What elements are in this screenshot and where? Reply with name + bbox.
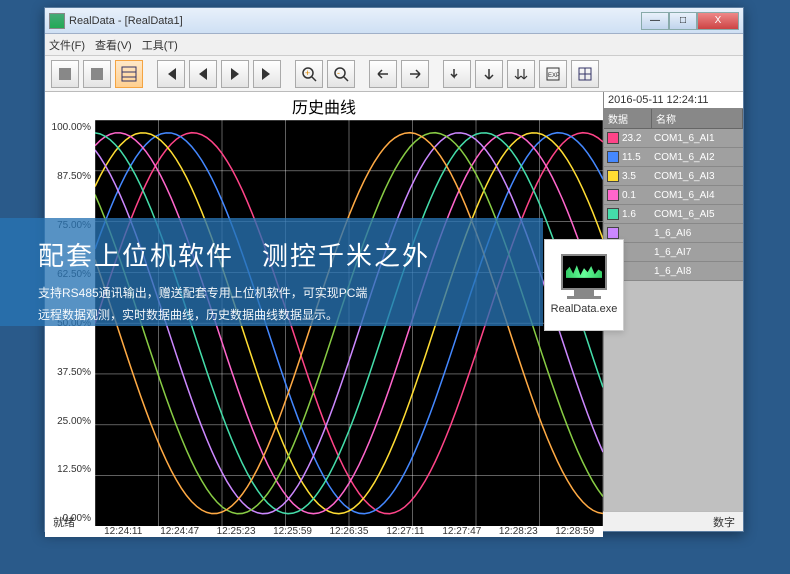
- legend-row[interactable]: 1_6_AI7: [604, 243, 743, 262]
- legend-row[interactable]: 1_6_AI6: [604, 224, 743, 243]
- legend-name: 1_6_AI6: [654, 228, 743, 239]
- banner-heading: 配套上位机软件 测控千米之外: [38, 236, 505, 273]
- legend-timestamp: 2016-05-11 12:24:11: [604, 92, 743, 109]
- zoom-in[interactable]: +: [295, 60, 323, 88]
- arrow-down-turn[interactable]: [443, 60, 471, 88]
- legend-name: COM1_6_AI4: [654, 190, 743, 201]
- legend-name: 1_6_AI8: [654, 266, 743, 277]
- app-icon: [49, 13, 65, 29]
- tool-grid[interactable]: [115, 60, 143, 88]
- svg-text:+: +: [305, 68, 310, 78]
- legend-row[interactable]: 0.1COM1_6_AI4: [604, 186, 743, 205]
- legend-value: 1.6: [622, 209, 654, 220]
- status-left: 就绪: [53, 514, 75, 530]
- legend-name: COM1_6_AI2: [654, 152, 743, 163]
- color-swatch: [607, 227, 619, 239]
- maximize-button[interactable]: □: [669, 12, 697, 30]
- close-button[interactable]: X: [697, 12, 739, 30]
- legend-row[interactable]: 3.5COM1_6_AI3: [604, 167, 743, 186]
- legend-value: 3.5: [622, 171, 654, 182]
- color-swatch: [607, 208, 619, 220]
- legend-panel: 2016-05-11 12:24:11 数据 名称 23.2COM1_6_AI1…: [603, 92, 743, 511]
- table-button[interactable]: [571, 60, 599, 88]
- legend-row[interactable]: 1_6_AI8: [604, 262, 743, 281]
- exe-shortcut[interactable]: RealData.exe: [544, 239, 624, 331]
- nav-last[interactable]: [253, 60, 281, 88]
- nav-first[interactable]: [157, 60, 185, 88]
- legend-col-data: 数据: [604, 109, 652, 128]
- tool-rect1[interactable]: [51, 60, 79, 88]
- legend-col-name: 名称: [652, 109, 743, 128]
- legend-value: 11.5: [622, 152, 654, 163]
- legend-value: 0.1: [622, 190, 654, 201]
- color-swatch: [607, 189, 619, 201]
- x-axis: 12:24:1112:24:4712:25:2312:25:5912:26:35…: [45, 526, 603, 537]
- monitor-icon: [561, 254, 607, 290]
- menu-file[interactable]: 文件(F): [49, 37, 85, 53]
- color-swatch: [607, 151, 619, 163]
- banner-line1: 支持RS485通讯输出，赠送配套专用上位机软件，可实现PC端 远程数据观测，实时…: [38, 283, 505, 326]
- window-title: RealData - [RealData1]: [69, 15, 641, 27]
- menubar: 文件(F) 查看(V) 工具(T): [45, 34, 743, 56]
- arrow-down-double[interactable]: [507, 60, 535, 88]
- menu-tools[interactable]: 工具(T): [142, 37, 178, 53]
- arrow-right[interactable]: [401, 60, 429, 88]
- titlebar[interactable]: RealData - [RealData1] — □ X: [45, 8, 743, 34]
- export-button[interactable]: EXP: [539, 60, 567, 88]
- exe-label: RealData.exe: [551, 303, 618, 316]
- nav-next[interactable]: [221, 60, 249, 88]
- legend-name: COM1_6_AI5: [654, 209, 743, 220]
- minimize-button[interactable]: —: [641, 12, 669, 30]
- promo-banner: 配套上位机软件 测控千米之外 支持RS485通讯输出，赠送配套专用上位机软件，可…: [0, 218, 543, 326]
- legend-row[interactable]: 1.6COM1_6_AI5: [604, 205, 743, 224]
- arrow-left[interactable]: [369, 60, 397, 88]
- legend-row[interactable]: 11.5COM1_6_AI2: [604, 148, 743, 167]
- menu-view[interactable]: 查看(V): [95, 37, 132, 53]
- arrow-down[interactable]: [475, 60, 503, 88]
- color-swatch: [607, 132, 619, 144]
- legend-name: COM1_6_AI3: [654, 171, 743, 182]
- color-swatch: [607, 170, 619, 182]
- svg-text:EXP: EXP: [548, 73, 560, 79]
- chart-title: 历史曲线: [45, 92, 603, 120]
- tool-rect2[interactable]: [83, 60, 111, 88]
- svg-text:-: -: [337, 68, 340, 78]
- toolbar: + - EXP: [45, 56, 743, 92]
- legend-header: 数据 名称: [604, 109, 743, 129]
- zoom-out[interactable]: -: [327, 60, 355, 88]
- nav-prev[interactable]: [189, 60, 217, 88]
- legend-value: 23.2: [622, 133, 654, 144]
- legend-name: COM1_6_AI1: [654, 133, 743, 144]
- status-right: 数字: [713, 514, 735, 530]
- monitor-base: [567, 296, 601, 299]
- legend-row[interactable]: 23.2COM1_6_AI1: [604, 129, 743, 148]
- legend-name: 1_6_AI7: [654, 247, 743, 258]
